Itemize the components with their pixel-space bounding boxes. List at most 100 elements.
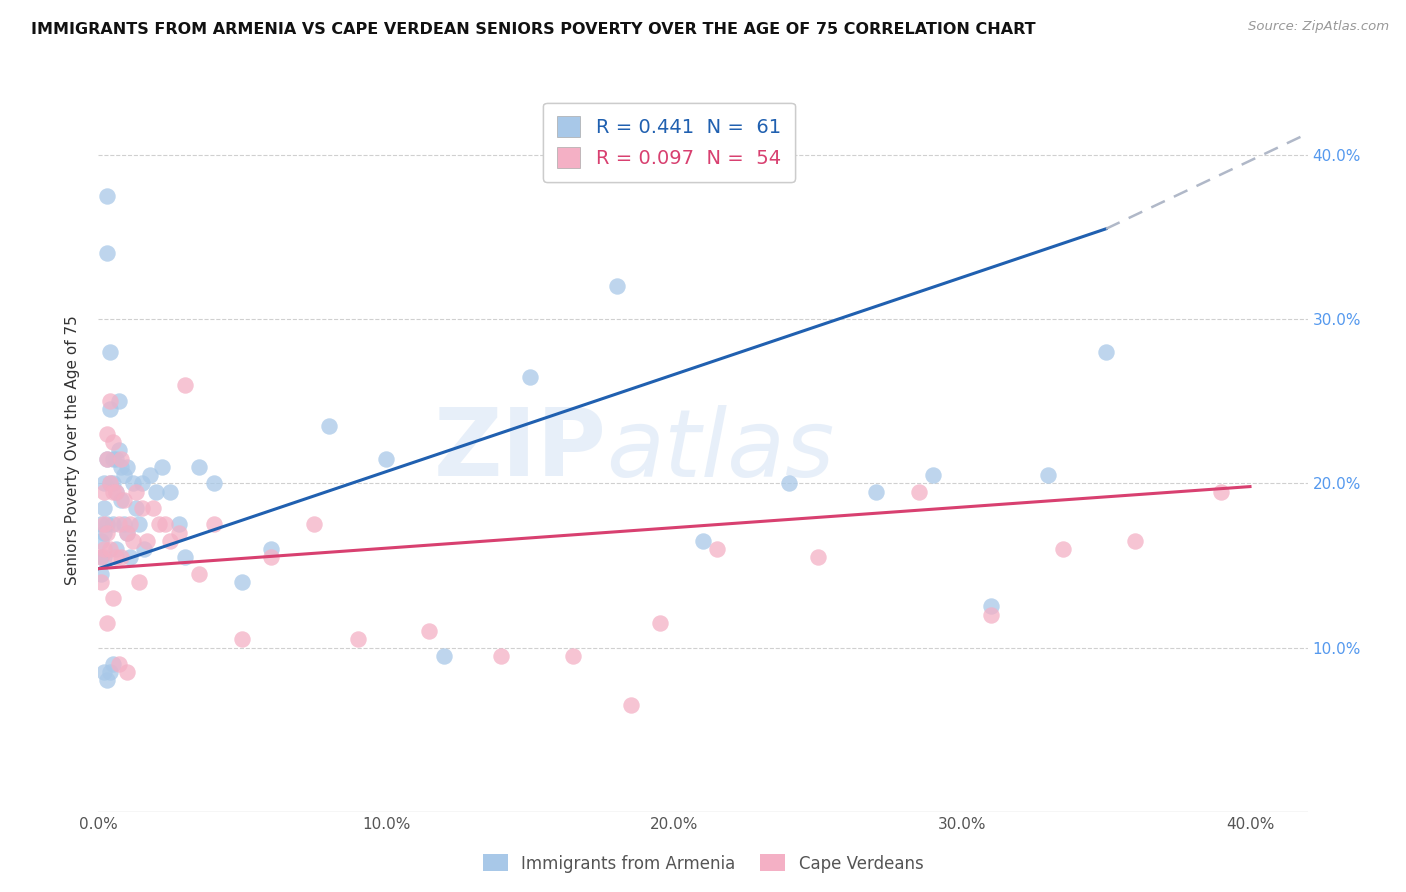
Point	[692, 533, 714, 548]
Point	[865, 484, 887, 499]
Point	[125, 484, 148, 499]
Point	[93, 500, 115, 515]
Point	[98, 402, 121, 417]
Point	[104, 451, 127, 466]
Point	[418, 624, 440, 639]
Point	[101, 517, 124, 532]
Point	[778, 476, 800, 491]
Point	[131, 500, 153, 515]
Point	[96, 427, 118, 442]
Point	[90, 517, 112, 532]
Point	[260, 541, 283, 556]
Point	[96, 615, 118, 630]
Point	[134, 541, 156, 556]
Point	[519, 369, 541, 384]
Point	[96, 189, 118, 203]
Point	[101, 591, 124, 606]
Point	[231, 632, 253, 647]
Point	[101, 435, 124, 450]
Point	[93, 484, 115, 499]
Point	[202, 476, 225, 491]
Text: Source: ZipAtlas.com: Source: ZipAtlas.com	[1249, 20, 1389, 33]
Point	[122, 476, 145, 491]
Point	[128, 517, 150, 532]
Point	[112, 492, 135, 507]
Point	[153, 517, 176, 532]
Point	[98, 476, 121, 491]
Point	[260, 550, 283, 565]
Point	[93, 517, 115, 532]
Point	[807, 550, 830, 565]
Point	[104, 484, 127, 499]
Legend: R = 0.441  N =  61, R = 0.097  N =  54: R = 0.441 N = 61, R = 0.097 N = 54	[544, 103, 794, 182]
Point	[706, 541, 728, 556]
Point	[98, 541, 121, 556]
Point	[93, 525, 115, 540]
Point	[115, 459, 138, 474]
Point	[375, 451, 398, 466]
Point	[96, 451, 118, 466]
Point	[90, 574, 112, 589]
Point	[648, 615, 671, 630]
Point	[110, 492, 132, 507]
Point	[96, 525, 118, 540]
Point	[1123, 533, 1146, 548]
Point	[167, 517, 190, 532]
Point	[96, 451, 118, 466]
Point	[98, 345, 121, 359]
Point	[922, 468, 945, 483]
Point	[188, 459, 211, 474]
Point	[150, 459, 173, 474]
Point	[90, 533, 112, 548]
Point	[101, 657, 124, 671]
Point	[491, 648, 513, 663]
Point	[110, 459, 132, 474]
Point	[120, 550, 142, 565]
Point	[433, 648, 456, 663]
Point	[159, 533, 181, 548]
Point	[142, 500, 165, 515]
Text: atlas: atlas	[606, 405, 835, 496]
Point	[159, 484, 181, 499]
Text: ZIP: ZIP	[433, 404, 606, 497]
Point	[104, 484, 127, 499]
Point	[562, 648, 585, 663]
Point	[231, 574, 253, 589]
Point	[346, 632, 368, 647]
Point	[96, 673, 118, 688]
Point	[173, 550, 195, 565]
Point	[139, 468, 162, 483]
Point	[148, 517, 170, 532]
Point	[115, 525, 138, 540]
Point	[115, 665, 138, 680]
Point	[96, 246, 118, 260]
Point	[908, 484, 931, 499]
Point	[120, 517, 142, 532]
Point	[93, 665, 115, 680]
Point	[188, 566, 211, 581]
Point	[173, 377, 195, 392]
Point	[1095, 345, 1118, 359]
Point	[90, 566, 112, 581]
Point	[90, 550, 112, 565]
Point	[107, 517, 129, 532]
Point	[1052, 541, 1074, 556]
Point	[125, 500, 148, 515]
Point	[101, 476, 124, 491]
Point	[96, 517, 118, 532]
Point	[104, 550, 127, 565]
Point	[112, 517, 135, 532]
Point	[98, 476, 121, 491]
Point	[115, 525, 138, 540]
Point	[101, 451, 124, 466]
Point	[93, 550, 115, 565]
Point	[318, 418, 340, 433]
Point	[110, 451, 132, 466]
Point	[110, 550, 132, 565]
Point	[101, 484, 124, 499]
Point	[93, 541, 115, 556]
Text: IMMIGRANTS FROM ARMENIA VS CAPE VERDEAN SENIORS POVERTY OVER THE AGE OF 75 CORRE: IMMIGRANTS FROM ARMENIA VS CAPE VERDEAN …	[31, 22, 1036, 37]
Point	[93, 476, 115, 491]
Point	[620, 698, 643, 712]
Point	[104, 541, 127, 556]
